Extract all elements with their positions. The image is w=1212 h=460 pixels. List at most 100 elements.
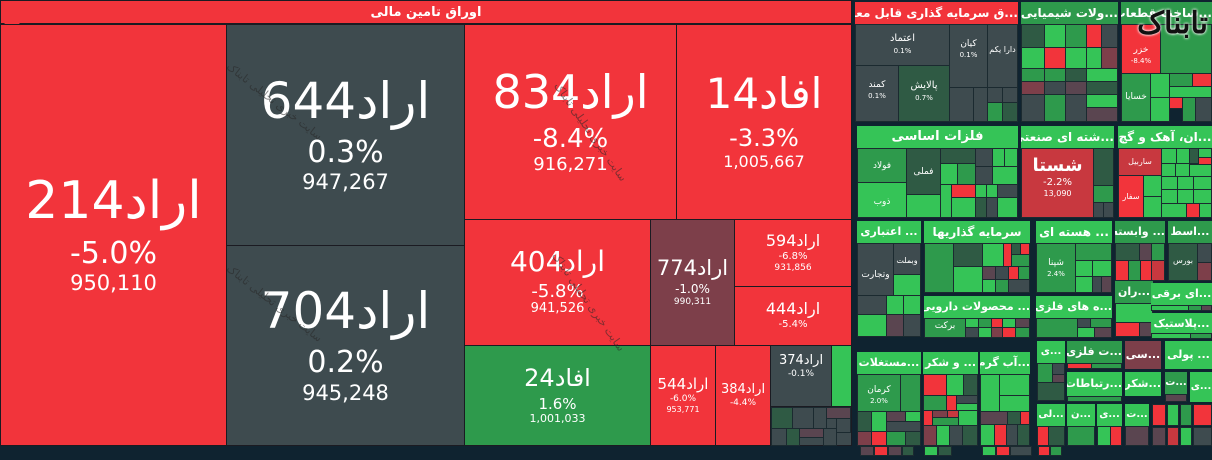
cell-foolad[interactable]: فولاد <box>857 148 907 183</box>
sector-misc-1[interactable]: ...ی <box>1037 341 1065 401</box>
cell[interactable] <box>871 411 887 432</box>
cell[interactable] <box>957 163 976 185</box>
cell[interactable] <box>1002 87 1018 103</box>
cell[interactable] <box>1086 47 1102 69</box>
cell[interactable] <box>1044 24 1066 48</box>
sector-telecom[interactable]: ...رتباطات <box>1067 372 1122 402</box>
cell[interactable] <box>1115 243 1140 261</box>
sector-pharma[interactable]: ... محصولات دارویی برکت <box>924 296 1030 338</box>
sector-investment-funds[interactable]: ...ق سرمایه گذاری قابل معامله اعتماد 0.1%… <box>855 2 1018 122</box>
cell[interactable] <box>1037 382 1065 401</box>
tiny-tile[interactable] <box>813 407 827 429</box>
sector-plastics[interactable]: ...پلاستیک <box>1151 313 1212 339</box>
cell[interactable] <box>1199 203 1212 218</box>
cell[interactable] <box>1065 24 1087 48</box>
cell[interactable] <box>1044 68 1066 82</box>
cell[interactable] <box>1150 73 1170 98</box>
cell[interactable] <box>1101 24 1118 48</box>
tile-small-green[interactable] <box>831 345 852 407</box>
sector-auto-parts[interactable]: ...ساخت قطعات خزر -8.4% خسایا <box>1121 2 1212 122</box>
cell-khsapa[interactable]: خسایا <box>1121 73 1151 122</box>
cell-sefar[interactable]: سفار <box>1118 175 1144 218</box>
cell[interactable] <box>982 279 996 293</box>
sector-monetary[interactable]: ... پولی <box>1165 341 1212 369</box>
cell[interactable] <box>1180 404 1192 426</box>
tile-arad404[interactable]: اراد404 -5.8% 941,526 <box>464 219 651 346</box>
cell[interactable] <box>1101 47 1118 69</box>
sector-banks[interactable]: ... اعتباری وتجارت وبملت <box>857 221 921 337</box>
cell[interactable] <box>1065 47 1087 69</box>
cell-kian[interactable]: کیان 0.1% <box>949 24 988 88</box>
tiny-tile[interactable] <box>771 407 793 429</box>
cell[interactable] <box>958 410 978 426</box>
cell[interactable] <box>1176 148 1190 164</box>
cell[interactable] <box>1143 175 1162 197</box>
cell[interactable] <box>982 446 996 456</box>
cell[interactable] <box>1161 203 1187 218</box>
cell[interactable] <box>975 166 993 185</box>
cell[interactable] <box>953 243 983 267</box>
cell[interactable] <box>1007 411 1021 425</box>
cell-etemad[interactable]: اعتماد 0.1% <box>855 24 950 66</box>
cell[interactable] <box>982 266 996 280</box>
cell[interactable] <box>874 446 888 456</box>
cell-sarbil[interactable]: ساربیل <box>1118 148 1162 176</box>
sector-water-heat[interactable]: ...آب گرم <box>980 352 1030 446</box>
cell[interactable] <box>1150 97 1170 122</box>
cell[interactable] <box>1201 305 1212 311</box>
cell[interactable] <box>1188 305 1202 311</box>
tile-arad214[interactable]: اراد214 -5.0% 950,110 <box>0 24 227 446</box>
cell[interactable] <box>1044 81 1066 95</box>
cell[interactable] <box>975 148 993 167</box>
cell[interactable] <box>1017 424 1030 446</box>
cell[interactable] <box>1077 327 1095 338</box>
tile-arad544[interactable]: اراد544 -6.0% 953,771 <box>650 345 716 446</box>
cell[interactable] <box>1015 327 1030 338</box>
cell[interactable] <box>1086 81 1118 95</box>
sector-ran[interactable]: ...ران <box>1115 281 1153 337</box>
cell[interactable] <box>965 327 979 338</box>
sector-misc-y[interactable]: ...ی <box>1190 372 1212 402</box>
cell[interactable] <box>893 274 921 296</box>
cell[interactable] <box>886 314 904 337</box>
cell[interactable] <box>1143 196 1162 218</box>
cell[interactable] <box>1197 243 1212 263</box>
sector-diversified-industrial[interactable]: ...شته ای صنعتی شستا -2.2% 13,090 <box>1021 126 1114 218</box>
sector-chemicals[interactable]: ...ولات شیمیایی <box>1021 2 1118 122</box>
cell[interactable] <box>860 446 874 456</box>
cell[interactable] <box>923 374 947 396</box>
cell[interactable] <box>1161 176 1178 190</box>
cell[interactable] <box>999 374 1030 396</box>
cell[interactable] <box>1175 163 1190 177</box>
cell[interactable] <box>940 163 958 185</box>
cell-khazar[interactable]: خزر -8.4% <box>1121 24 1161 74</box>
cell[interactable] <box>857 411 872 432</box>
cell-zob[interactable]: ذوب <box>857 182 907 218</box>
cell[interactable] <box>1167 404 1179 426</box>
cell[interactable] <box>1192 73 1212 87</box>
tiny-tile[interactable] <box>823 428 837 446</box>
cell[interactable] <box>1094 327 1112 338</box>
cell[interactable] <box>1115 303 1153 323</box>
cell-shepna[interactable]: شپنا 2.4% <box>1036 243 1076 293</box>
sector-misc-li[interactable]: ...لی <box>1037 404 1065 446</box>
cell[interactable] <box>903 314 921 337</box>
cell[interactable] <box>1092 260 1112 277</box>
cell-palayesh[interactable]: پالایش 0.7% <box>898 65 950 122</box>
cell[interactable] <box>1165 394 1187 402</box>
cell[interactable] <box>923 425 937 446</box>
cell[interactable] <box>1044 94 1066 122</box>
cell[interactable] <box>1161 189 1178 204</box>
cell[interactable] <box>1182 97 1196 122</box>
cell[interactable] <box>996 446 1010 456</box>
tiny-tile[interactable] <box>786 428 800 446</box>
tile-arad594[interactable]: اراد594 -6.8% 931,856 <box>734 219 852 287</box>
cell[interactable] <box>1115 260 1129 281</box>
cell-barkat[interactable]: برکت <box>924 318 966 338</box>
cell[interactable] <box>982 243 1004 267</box>
cell[interactable] <box>995 266 1009 280</box>
sector-sugar-2[interactable]: ...شکر <box>1125 372 1161 402</box>
cell[interactable] <box>997 184 1018 198</box>
cell[interactable] <box>1190 333 1212 339</box>
cell[interactable] <box>1067 396 1122 402</box>
